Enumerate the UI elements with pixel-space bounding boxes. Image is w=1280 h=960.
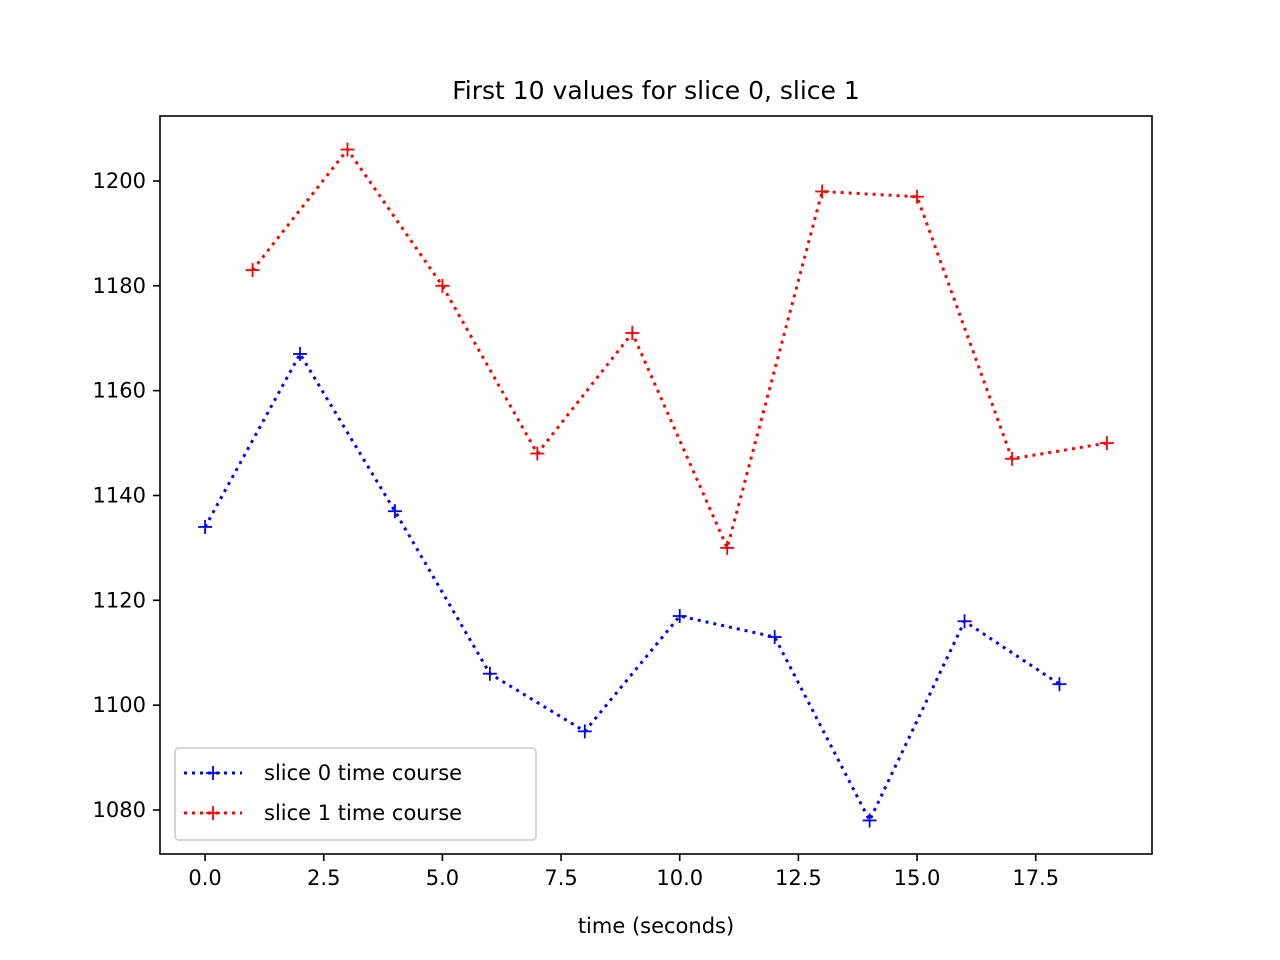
series-1 xyxy=(245,142,1114,555)
x-tick-label: 15.0 xyxy=(894,866,941,890)
data-point xyxy=(910,189,925,204)
legend-entry: slice 1 time course xyxy=(184,801,462,825)
y-tick-label: 1120 xyxy=(93,588,146,612)
x-tick-label: 5.0 xyxy=(426,866,459,890)
y-tick-label: 1160 xyxy=(93,379,146,403)
legend-marker xyxy=(206,806,220,820)
series-line xyxy=(203,350,1061,824)
chart-title: First 10 values for slice 0, slice 1 xyxy=(452,76,860,105)
series-0 xyxy=(198,346,1067,828)
data-point xyxy=(387,504,402,519)
y-tick-label: 1080 xyxy=(93,798,146,822)
y-axis: 1080 1100 1120 1140 1160 1180 1200 xyxy=(93,169,160,822)
data-point xyxy=(340,142,355,157)
data-point xyxy=(293,346,308,361)
data-point xyxy=(862,813,877,828)
data-point xyxy=(815,184,830,199)
data-point xyxy=(625,325,640,340)
x-tick-label: 2.5 xyxy=(307,866,340,890)
data-point xyxy=(435,278,450,293)
x-tick-label: 7.5 xyxy=(544,866,577,890)
legend-label: slice 0 time course xyxy=(264,761,462,785)
legend-marker xyxy=(206,766,220,780)
legend-entry: slice 0 time course xyxy=(184,761,462,785)
data-point xyxy=(245,263,260,278)
y-tick-label: 1100 xyxy=(93,693,146,717)
data-point xyxy=(577,724,592,739)
x-tick-label: 17.5 xyxy=(1012,866,1059,890)
x-axis: 0.0 2.5 5.0 7.5 10.0 12.5 15.0 17.5 xyxy=(188,854,1059,890)
data-point xyxy=(672,609,687,624)
plot-area xyxy=(198,142,1114,828)
data-point xyxy=(1004,451,1019,466)
data-point xyxy=(530,446,545,461)
data-point xyxy=(957,614,972,629)
data-point xyxy=(1099,436,1114,451)
y-tick-label: 1180 xyxy=(93,274,146,298)
data-point xyxy=(767,630,782,645)
data-point xyxy=(1052,677,1067,692)
legend-label: slice 1 time course xyxy=(264,801,462,825)
data-point xyxy=(482,666,497,681)
y-tick-label: 1140 xyxy=(93,483,146,507)
y-tick-label: 1200 xyxy=(93,169,146,193)
data-point xyxy=(198,519,213,534)
plot-frame xyxy=(159,115,1153,855)
x-tick-label: 12.5 xyxy=(775,866,822,890)
legend-box xyxy=(174,747,537,841)
data-point xyxy=(720,540,735,555)
x-tick-label: 0.0 xyxy=(188,866,221,890)
x-axis-label: time (seconds) xyxy=(578,914,734,938)
x-tick-label: 10.0 xyxy=(656,866,703,890)
legend: slice 0 time course slice 1 time course xyxy=(174,747,537,841)
